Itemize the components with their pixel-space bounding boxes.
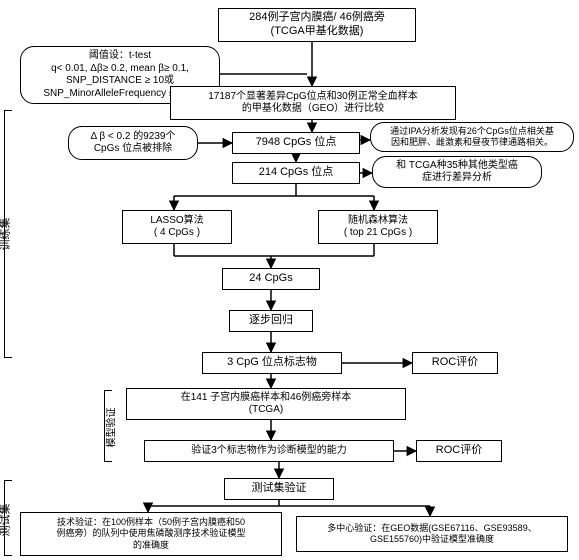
node-n3: 17187个显著差异CpG位点和30例正常全血样本的甲基化数据（GEO）进行比较 — [170, 86, 456, 120]
node-n18: 测试集验证 — [224, 478, 334, 500]
node-n20: 多中心验证：在GEO数据(GSE67116、GSE93589、GSE155760… — [296, 516, 568, 552]
node-n13: 3 CpG 位点标志物 — [202, 352, 342, 374]
node-n9: LASSO算法( 4 CpGs ) — [122, 210, 232, 244]
node-n1: 284例子宫内膜癌/ 46例癌旁(TCGA甲基化数据) — [218, 8, 416, 42]
node-n11: 24 CpGs — [222, 268, 320, 290]
side-label-l_model: 模型验证 — [103, 408, 118, 448]
node-n12: 逐步回归 — [229, 310, 313, 332]
node-n14: ROC评价 — [412, 352, 498, 374]
node-n15: 在141 子宫内膜癌样本和46例癌旁样本(TCGA) — [126, 388, 406, 420]
node-n17: ROC评价 — [416, 440, 502, 462]
node-n6: 通过IPA分析发现有26个CpGs位点相关基因和肥胖、雌激素和昼夜节律通路相关。 — [370, 122, 574, 152]
node-n7: 214 CpGs 位点 — [232, 162, 360, 184]
node-n8: 和 TCGA种35种其他类型癌症进行差异分析 — [372, 156, 542, 188]
side-label-l_train: 训练集 — [0, 218, 13, 251]
side-label-l_test: 测试集 — [0, 504, 13, 537]
node-n10: 随机森林算法( top 21 CpGs ) — [318, 210, 438, 244]
node-n4: Δ β < 0.2 的9239个CpGs 位点被排除 — [68, 126, 198, 160]
node-n16: 验证3个标志物作为诊断模型的能力 — [144, 440, 394, 462]
node-n5: 7948 CpGs 位点 — [232, 132, 360, 154]
node-n19: 技术验证：在100例样本（50例子宫内膜癌和50例癌旁）的队列中使用焦磷酸测序技… — [20, 512, 282, 556]
